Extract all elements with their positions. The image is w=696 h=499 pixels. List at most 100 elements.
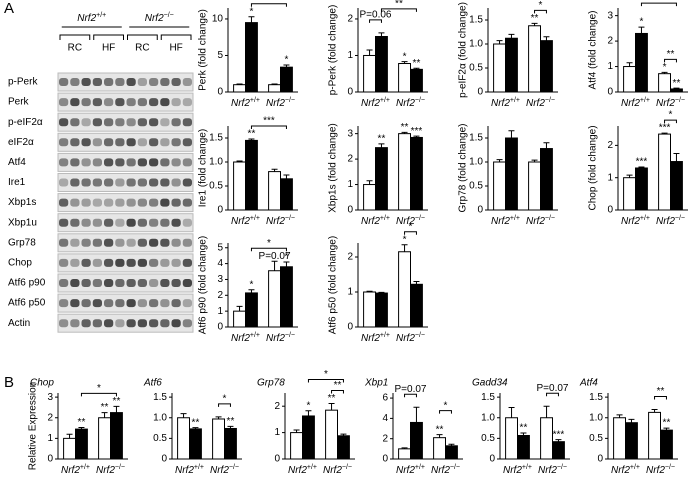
y-tick-label: 5: [217, 50, 223, 61]
y-tick-label: 0: [47, 454, 53, 465]
bar: [245, 139, 258, 211]
y-axis-label: Atf6 p90 (fold change): [198, 236, 209, 334]
blot-strip: [57, 253, 194, 273]
diet-bracket: [93, 34, 124, 40]
error-bar: [305, 410, 312, 416]
error-bar: [413, 67, 420, 70]
error-bar: [378, 291, 385, 294]
bar: [410, 68, 423, 93]
error-bar: [673, 152, 680, 162]
row-label: Grp78: [8, 237, 36, 248]
y-tick-label: 0: [607, 205, 613, 216]
y-tick-label: 0: [477, 87, 483, 98]
band: [182, 319, 192, 328]
significance-label: *: [403, 234, 407, 245]
x-tick-label: Nrf2−/−: [656, 97, 685, 109]
blot-strip: [57, 233, 194, 253]
band: [137, 238, 147, 247]
significance-label: **: [101, 402, 109, 413]
bar: [505, 37, 518, 93]
significance-label: **: [673, 78, 681, 89]
significance-label: *: [249, 6, 253, 17]
x-tick-label: Nrf2−/−: [526, 215, 555, 227]
band: [70, 118, 80, 127]
x-tick-label: Nrf2−/−: [396, 97, 425, 109]
bar: [613, 417, 626, 460]
error-bar: [673, 87, 680, 89]
bar: [433, 437, 447, 460]
significance-bracket: [404, 393, 417, 398]
y-tick-label: 3: [217, 274, 223, 285]
band: [59, 118, 69, 127]
bar: [398, 133, 412, 211]
diet-label: HF: [102, 43, 115, 54]
y-tick-label: 0.5: [209, 181, 223, 192]
error-bar: [401, 61, 408, 64]
significance-bracket: [369, 19, 382, 23]
y-tick-label: 1: [47, 433, 53, 444]
genotype-label: Nrf2−/−: [145, 12, 174, 24]
band: [115, 218, 125, 227]
row-label: Perk: [8, 97, 30, 108]
significance-bracket: [250, 125, 287, 129]
error-bar: [413, 406, 420, 423]
bar: [363, 291, 377, 328]
bar: [635, 167, 648, 211]
error-bar: [378, 32, 385, 37]
bar: [623, 66, 636, 93]
bar: [493, 161, 507, 211]
y-tick-label: 2: [47, 412, 53, 423]
error-bar: [378, 143, 385, 148]
x-tick-label: Nrf2−/−: [431, 464, 460, 476]
y-tick-label: 0: [489, 454, 495, 465]
row-label: Xbp1u: [8, 217, 37, 228]
x-tick-label: Nrf2−/−: [656, 215, 685, 227]
bracket-label: *: [444, 400, 448, 411]
y-tick-label: 0: [161, 454, 167, 465]
error-bar: [401, 447, 408, 449]
band: [126, 98, 136, 107]
bar: [540, 40, 553, 93]
y-tick-label: 1: [607, 172, 613, 183]
bar: [540, 417, 553, 460]
y-axis-label: Xbp1s (fold change): [328, 123, 339, 213]
error-bar: [283, 261, 290, 267]
diet-label: RC: [68, 43, 82, 54]
significance-label: **: [78, 417, 86, 428]
band: [104, 238, 114, 247]
bracket-label: *: [223, 394, 227, 405]
significance-label: **: [663, 418, 671, 429]
row-label: p-Perk: [8, 77, 38, 88]
band: [126, 178, 136, 187]
band: [59, 258, 69, 267]
significance-label: **: [531, 13, 539, 24]
band: [126, 78, 136, 86]
bracket-label: P=0.06: [360, 9, 392, 20]
error-bar: [366, 180, 373, 185]
band: [104, 258, 114, 267]
band: [137, 218, 147, 227]
significance-label: *: [249, 279, 253, 290]
blot-strip: [57, 313, 194, 333]
x-tick-label: Nrf2+/+: [231, 332, 260, 344]
bar: [670, 88, 683, 93]
bar: [398, 251, 412, 328]
bar: [233, 310, 247, 328]
band: [81, 78, 91, 86]
significance-label: **: [248, 129, 256, 140]
error-bar: [215, 416, 222, 419]
band: [104, 279, 114, 287]
band: [81, 158, 91, 167]
significance-label: **: [328, 393, 336, 404]
y-tick-label: 0: [597, 454, 603, 465]
bar: [337, 435, 350, 460]
band: [59, 299, 69, 308]
band: [92, 118, 102, 127]
bracket-label: **: [657, 386, 665, 397]
y-axis-label: Ire1 (fold change): [198, 129, 209, 207]
error-bar: [436, 434, 443, 438]
bar: [505, 137, 518, 211]
error-bar: [661, 71, 668, 74]
blot-strip: [57, 293, 194, 313]
band: [171, 299, 181, 308]
